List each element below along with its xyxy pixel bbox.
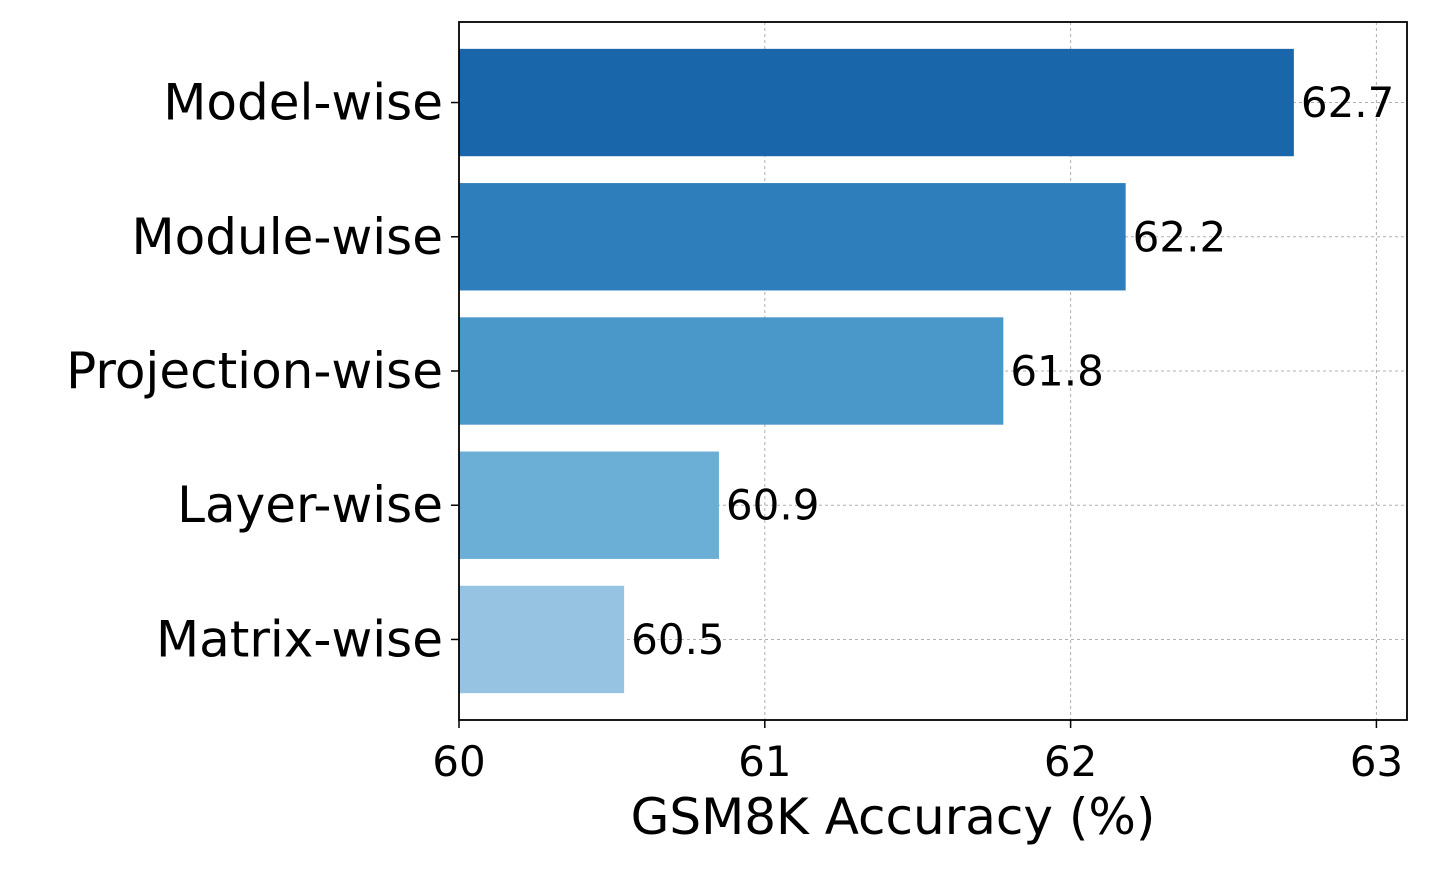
category-label: Layer-wise <box>177 476 443 534</box>
value-label: 62.2 <box>1133 212 1227 261</box>
x-tick-label: 60 <box>432 737 485 786</box>
x-tick-label: 62 <box>1044 737 1097 786</box>
bar-matrix-wise <box>459 585 625 694</box>
bar-module-wise <box>459 183 1126 291</box>
bar-layer-wise <box>459 451 719 559</box>
ticks <box>451 101 1378 728</box>
category-label: Projection-wise <box>66 342 443 400</box>
category-label: Model-wise <box>163 74 443 132</box>
bar-projection-wise <box>459 317 1004 425</box>
bar-model-wise <box>459 48 1294 157</box>
category-label: Matrix-wise <box>156 610 443 668</box>
labels: 60 61 62 63 Model-wise 62.7 Module-wise 62.2 Pro… <box>66 74 1403 786</box>
x-tick-label: 63 <box>1350 737 1403 786</box>
value-label: 60.9 <box>726 481 820 530</box>
value-label: 60.5 <box>631 615 725 664</box>
x-axis-title: GSM8K Accuracy (%) <box>631 788 1156 846</box>
x-tick-label: 61 <box>738 737 791 786</box>
category-label: Module-wise <box>132 208 443 266</box>
bars <box>459 48 1294 694</box>
value-label: 62.7 <box>1301 78 1395 127</box>
value-label: 61.8 <box>1010 347 1104 396</box>
